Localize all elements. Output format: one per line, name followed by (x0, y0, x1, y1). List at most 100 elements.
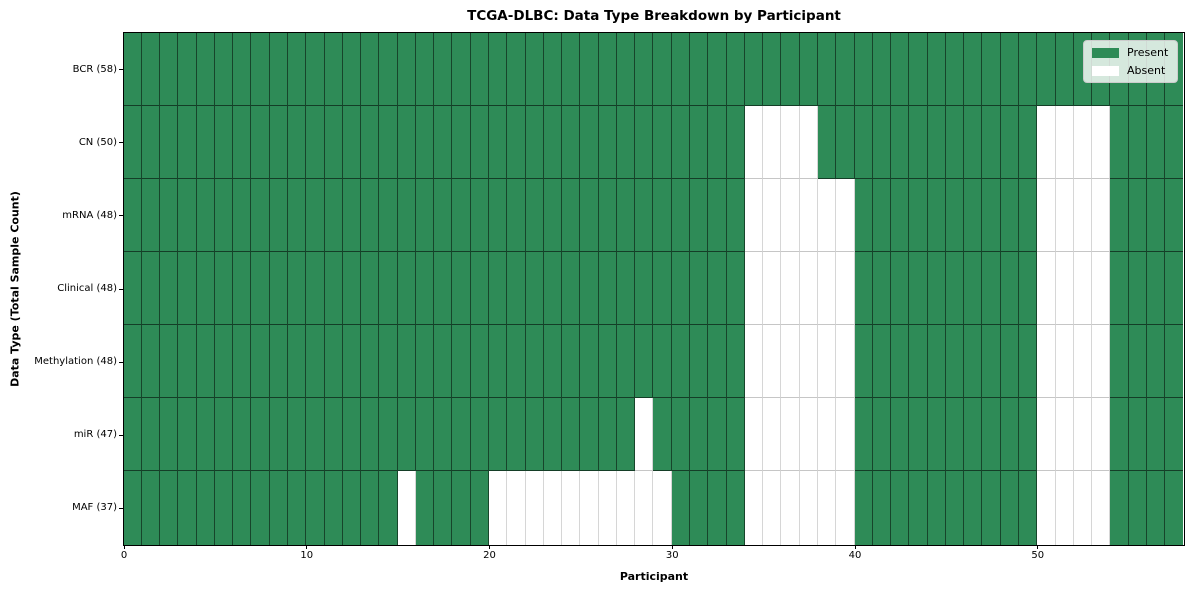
y-tick-CN (119, 142, 123, 144)
cell-mRNA-0-present (123, 178, 142, 252)
cell-Methylation-52-absent (1073, 325, 1093, 399)
cell-MAF-29-absent (653, 471, 672, 545)
cell-miR-17-present (434, 398, 453, 472)
cell-Clinical-27-present (616, 251, 636, 326)
cell-Methylation-55-present (1128, 325, 1147, 399)
cell-Methylation-29-present (653, 325, 672, 399)
cell-CN-42-present (891, 105, 910, 179)
cell-mRNA-16-present (415, 178, 435, 252)
cell-miR-56-present (1146, 398, 1166, 472)
cell-BCR-40-present (854, 32, 873, 106)
cell-Clinical-46-present (964, 251, 983, 326)
cell-MAF-5-present (214, 471, 234, 545)
cell-BCR-2-present (160, 32, 179, 106)
cell-BCR-31-present (690, 32, 709, 106)
cell-miR-27-present (616, 398, 636, 472)
cell-miR-52-absent (1073, 398, 1093, 472)
cell-miR-4-present (196, 398, 215, 472)
cell-CN-38-present (817, 105, 837, 179)
cell-mRNA-51-absent (1055, 178, 1074, 252)
cell-Clinical-1-present (141, 251, 161, 326)
cell-MAF-47-present (982, 471, 1001, 545)
cell-Clinical-37-absent (799, 251, 818, 326)
x-tick-20 (489, 545, 491, 549)
cell-MAF-54-present (1110, 471, 1129, 545)
cell-MAF-11-present (324, 471, 343, 545)
cell-mRNA-35-absent (763, 178, 782, 252)
cell-Methylation-31-present (690, 325, 709, 399)
cell-mRNA-18-present (452, 178, 471, 252)
cell-Clinical-14-present (379, 251, 398, 326)
cell-mRNA-36-absent (781, 178, 800, 252)
cell-Clinical-45-present (945, 251, 965, 326)
cell-mRNA-39-absent (836, 178, 855, 252)
cell-MAF-25-absent (580, 471, 599, 545)
cell-Methylation-28-present (635, 325, 654, 399)
cell-miR-3-present (178, 398, 197, 472)
cell-MAF-20-absent (489, 471, 508, 545)
cell-miR-35-absent (763, 398, 782, 472)
cell-mRNA-37-absent (799, 178, 818, 252)
cell-BCR-30-present (671, 32, 691, 106)
cell-MAF-39-absent (836, 471, 855, 545)
cell-Methylation-48-present (1000, 325, 1020, 399)
cell-CN-41-present (872, 105, 892, 179)
legend-entry-present: Present (1092, 46, 1169, 59)
cell-CN-34-absent (744, 105, 764, 179)
cell-MAF-8-present (269, 471, 288, 545)
cell-miR-5-present (214, 398, 234, 472)
cell-CN-6-present (233, 105, 252, 179)
cell-Clinical-25-present (580, 251, 599, 326)
y-tick-label-miR: miR (47) (73, 429, 117, 441)
cell-CN-26-present (598, 105, 617, 179)
cell-mRNA-41-present (872, 178, 892, 252)
x-tick-50 (1037, 545, 1039, 549)
cell-Methylation-20-present (489, 325, 508, 399)
cell-MAF-50-absent (1037, 471, 1056, 545)
cell-CN-28-present (635, 105, 654, 179)
cell-BCR-15-present (397, 32, 416, 106)
cell-miR-36-absent (781, 398, 800, 472)
cell-MAF-51-absent (1055, 471, 1074, 545)
cell-miR-6-present (233, 398, 252, 472)
cell-BCR-38-present (817, 32, 837, 106)
cell-MAF-23-absent (543, 471, 563, 545)
cell-BCR-34-present (744, 32, 764, 106)
cell-CN-20-present (489, 105, 508, 179)
cell-CN-18-present (452, 105, 471, 179)
cell-MAF-41-present (872, 471, 892, 545)
cell-CN-57-present (1165, 105, 1184, 179)
cell-Methylation-13-present (361, 325, 380, 399)
cell-miR-40-present (854, 398, 873, 472)
cell-mRNA-1-present (141, 178, 161, 252)
cell-BCR-21-present (507, 32, 526, 106)
cell-Methylation-0-present (123, 325, 142, 399)
cell-CN-52-absent (1073, 105, 1093, 179)
y-tick-Methylation (119, 361, 123, 363)
x-tick-label-10: 10 (300, 550, 314, 561)
cell-CN-47-present (982, 105, 1001, 179)
cell-Clinical-17-present (434, 251, 453, 326)
cell-MAF-53-absent (1092, 471, 1111, 545)
cell-Methylation-4-present (196, 325, 215, 399)
cell-Methylation-50-absent (1037, 325, 1056, 399)
cell-MAF-36-absent (781, 471, 800, 545)
cell-mRNA-3-present (178, 178, 197, 252)
cell-Methylation-23-present (543, 325, 563, 399)
cell-Clinical-13-present (361, 251, 380, 326)
cell-Clinical-49-present (1019, 251, 1038, 326)
cell-MAF-19-present (470, 471, 490, 545)
cell-mRNA-7-present (251, 178, 270, 252)
y-tick-label-CN: CN (50) (78, 136, 117, 148)
cell-mRNA-11-present (324, 178, 343, 252)
cell-Methylation-2-present (160, 325, 179, 399)
cell-mRNA-42-present (891, 178, 910, 252)
cell-Methylation-5-present (214, 325, 234, 399)
cell-MAF-17-present (434, 471, 453, 545)
cell-MAF-35-absent (763, 471, 782, 545)
cell-BCR-27-present (616, 32, 636, 106)
cell-Methylation-10-present (306, 325, 325, 399)
cell-Clinical-11-present (324, 251, 343, 326)
cell-CN-9-present (287, 105, 307, 179)
cell-miR-9-present (287, 398, 307, 472)
